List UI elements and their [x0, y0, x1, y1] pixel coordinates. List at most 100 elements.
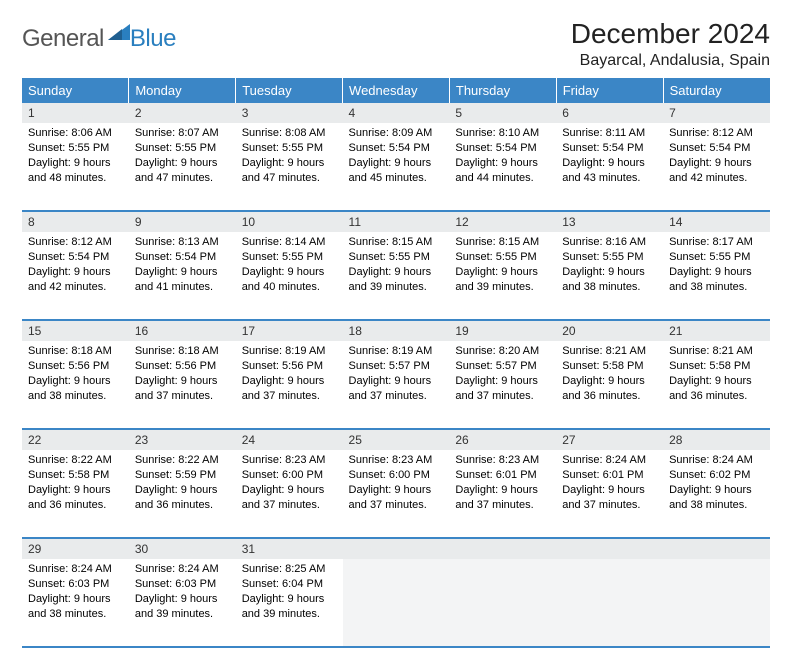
location-label: Bayarcal, Andalusia, Spain — [571, 52, 770, 70]
sunset-text: Sunset: 5:56 PM — [28, 359, 123, 374]
daylight-text: Daylight: 9 hours and 40 minutes. — [242, 265, 337, 295]
sunset-text: Sunset: 5:55 PM — [28, 141, 123, 156]
day-cell: Sunrise: 8:12 AMSunset: 5:54 PMDaylight:… — [22, 232, 129, 320]
day-cell: Sunrise: 8:23 AMSunset: 6:00 PMDaylight:… — [343, 450, 450, 538]
day-cell: Sunrise: 8:15 AMSunset: 5:55 PMDaylight:… — [449, 232, 556, 320]
day-number-cell — [663, 538, 770, 559]
day-cell: Sunrise: 8:09 AMSunset: 5:54 PMDaylight:… — [343, 123, 450, 211]
day-content-row: Sunrise: 8:12 AMSunset: 5:54 PMDaylight:… — [22, 232, 770, 320]
day-cell: Sunrise: 8:08 AMSunset: 5:55 PMDaylight:… — [236, 123, 343, 211]
day-header: Saturday — [663, 78, 770, 103]
sunrise-text: Sunrise: 8:23 AM — [242, 453, 337, 468]
sunrise-text: Sunrise: 8:23 AM — [349, 453, 444, 468]
calendar-page: General Blue December 2024 Bayarcal, And… — [0, 0, 792, 666]
day-number-cell: 15 — [22, 320, 129, 341]
day-content-row: Sunrise: 8:24 AMSunset: 6:03 PMDaylight:… — [22, 559, 770, 647]
sunrise-text: Sunrise: 8:24 AM — [562, 453, 657, 468]
day-number-row: 22232425262728 — [22, 429, 770, 450]
day-cell: Sunrise: 8:23 AMSunset: 6:01 PMDaylight:… — [449, 450, 556, 538]
day-cell — [556, 559, 663, 647]
day-number-cell: 6 — [556, 103, 663, 123]
day-number-cell: 30 — [129, 538, 236, 559]
month-title: December 2024 — [571, 18, 770, 50]
day-cell: Sunrise: 8:18 AMSunset: 5:56 PMDaylight:… — [129, 341, 236, 429]
daylight-text: Daylight: 9 hours and 39 minutes. — [455, 265, 550, 295]
day-cell: Sunrise: 8:16 AMSunset: 5:55 PMDaylight:… — [556, 232, 663, 320]
daylight-text: Daylight: 9 hours and 42 minutes. — [28, 265, 123, 295]
day-number-cell: 1 — [22, 103, 129, 123]
daylight-text: Daylight: 9 hours and 45 minutes. — [349, 156, 444, 186]
day-header: Monday — [129, 78, 236, 103]
daylight-text: Daylight: 9 hours and 43 minutes. — [562, 156, 657, 186]
title-block: December 2024 Bayarcal, Andalusia, Spain — [571, 18, 770, 70]
day-cell: Sunrise: 8:13 AMSunset: 5:54 PMDaylight:… — [129, 232, 236, 320]
daylight-text: Daylight: 9 hours and 37 minutes. — [242, 374, 337, 404]
daylight-text: Daylight: 9 hours and 39 minutes. — [135, 592, 230, 622]
day-number-cell — [343, 538, 450, 559]
day-number-cell: 19 — [449, 320, 556, 341]
day-number-cell: 27 — [556, 429, 663, 450]
sunrise-text: Sunrise: 8:25 AM — [242, 562, 337, 577]
sunrise-text: Sunrise: 8:13 AM — [135, 235, 230, 250]
sunrise-text: Sunrise: 8:09 AM — [349, 126, 444, 141]
day-cell: Sunrise: 8:20 AMSunset: 5:57 PMDaylight:… — [449, 341, 556, 429]
daylight-text: Daylight: 9 hours and 37 minutes. — [349, 483, 444, 513]
day-cell: Sunrise: 8:22 AMSunset: 5:58 PMDaylight:… — [22, 450, 129, 538]
day-number-cell: 11 — [343, 211, 450, 232]
daylight-text: Daylight: 9 hours and 37 minutes. — [455, 374, 550, 404]
day-cell: Sunrise: 8:25 AMSunset: 6:04 PMDaylight:… — [236, 559, 343, 647]
logo-text-general: General — [22, 25, 104, 53]
sunset-text: Sunset: 5:58 PM — [669, 359, 764, 374]
day-number-cell: 23 — [129, 429, 236, 450]
daylight-text: Daylight: 9 hours and 37 minutes. — [242, 483, 337, 513]
day-number-cell: 12 — [449, 211, 556, 232]
sunset-text: Sunset: 5:55 PM — [562, 250, 657, 265]
sunrise-text: Sunrise: 8:23 AM — [455, 453, 550, 468]
day-number-cell: 4 — [343, 103, 450, 123]
day-cell: Sunrise: 8:15 AMSunset: 5:55 PMDaylight:… — [343, 232, 450, 320]
day-cell: Sunrise: 8:10 AMSunset: 5:54 PMDaylight:… — [449, 123, 556, 211]
daylight-text: Daylight: 9 hours and 39 minutes. — [349, 265, 444, 295]
day-number-cell: 26 — [449, 429, 556, 450]
sunrise-text: Sunrise: 8:19 AM — [242, 344, 337, 359]
sunrise-text: Sunrise: 8:15 AM — [349, 235, 444, 250]
sunrise-text: Sunrise: 8:11 AM — [562, 126, 657, 141]
sunset-text: Sunset: 6:01 PM — [562, 468, 657, 483]
day-number-cell — [556, 538, 663, 559]
daylight-text: Daylight: 9 hours and 41 minutes. — [135, 265, 230, 295]
day-number-cell: 31 — [236, 538, 343, 559]
day-cell — [663, 559, 770, 647]
sunset-text: Sunset: 6:01 PM — [455, 468, 550, 483]
sunset-text: Sunset: 5:55 PM — [455, 250, 550, 265]
daylight-text: Daylight: 9 hours and 37 minutes. — [135, 374, 230, 404]
day-number-cell: 9 — [129, 211, 236, 232]
daylight-text: Daylight: 9 hours and 36 minutes. — [669, 374, 764, 404]
sunrise-text: Sunrise: 8:10 AM — [455, 126, 550, 141]
sunset-text: Sunset: 6:00 PM — [349, 468, 444, 483]
sunrise-text: Sunrise: 8:17 AM — [669, 235, 764, 250]
day-number-cell: 14 — [663, 211, 770, 232]
day-cell: Sunrise: 8:23 AMSunset: 6:00 PMDaylight:… — [236, 450, 343, 538]
sunset-text: Sunset: 5:54 PM — [28, 250, 123, 265]
daylight-text: Daylight: 9 hours and 47 minutes. — [135, 156, 230, 186]
day-cell — [343, 559, 450, 647]
daylight-text: Daylight: 9 hours and 37 minutes. — [562, 483, 657, 513]
sunrise-text: Sunrise: 8:22 AM — [28, 453, 123, 468]
sunset-text: Sunset: 5:56 PM — [242, 359, 337, 374]
sunset-text: Sunset: 5:58 PM — [562, 359, 657, 374]
day-number-cell: 16 — [129, 320, 236, 341]
sunrise-text: Sunrise: 8:19 AM — [349, 344, 444, 359]
day-cell: Sunrise: 8:21 AMSunset: 5:58 PMDaylight:… — [663, 341, 770, 429]
daylight-text: Daylight: 9 hours and 36 minutes. — [562, 374, 657, 404]
day-cell: Sunrise: 8:06 AMSunset: 5:55 PMDaylight:… — [22, 123, 129, 211]
sunset-text: Sunset: 5:57 PM — [349, 359, 444, 374]
daylight-text: Daylight: 9 hours and 42 minutes. — [669, 156, 764, 186]
day-number-row: 15161718192021 — [22, 320, 770, 341]
day-number-cell: 17 — [236, 320, 343, 341]
daylight-text: Daylight: 9 hours and 39 minutes. — [242, 592, 337, 622]
day-cell — [449, 559, 556, 647]
sunset-text: Sunset: 6:04 PM — [242, 577, 337, 592]
sunset-text: Sunset: 5:55 PM — [349, 250, 444, 265]
day-cell: Sunrise: 8:18 AMSunset: 5:56 PMDaylight:… — [22, 341, 129, 429]
day-number-cell: 20 — [556, 320, 663, 341]
